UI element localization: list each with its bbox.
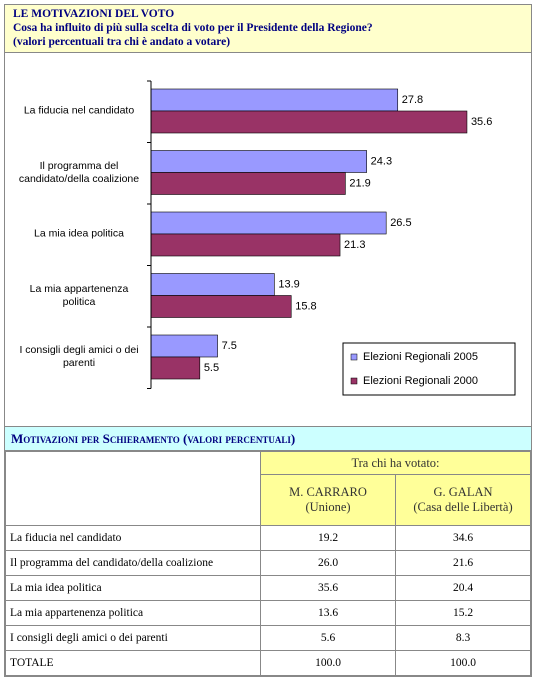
value-cell: 13.6 [260,600,396,626]
value-cell: 100.0 [260,650,396,676]
group-header: Tra chi ha votato: [260,451,531,475]
table: Tra chi ha votato: M. CARRARO (Unione) G.… [5,451,531,676]
table-row: TOTALE 100.0 100.0 [5,650,531,676]
table-title: Motivazioni per Schieramento (valori per… [5,426,531,451]
value-label: 26.5 [390,217,411,229]
legend-swatch [350,353,358,361]
bar [150,233,341,257]
label-cell: La mia idea politica [5,575,261,601]
table-row: La fiducia nel candidato 19.2 34.6 [5,525,531,551]
question: Cosa ha influito di più sulla scelta di … [13,22,373,34]
bar [150,211,387,235]
column-header: M. CARRARO (Unione) [260,474,396,526]
value-cell: 8.3 [395,625,531,651]
value-cell: 35.6 [260,575,396,601]
value-label: 15.8 [295,300,316,312]
label-cell: Il programma del candidato/della coalizi… [5,550,261,576]
bar [150,295,292,318]
value-label: 5.5 [204,362,219,374]
chart: 27.8 35.6 24.3 21.9 26.5 21.3 13.9 15.8 7.5 5.5 El… [5,53,531,426]
label-cell: TOTALE [5,650,261,676]
label-cell: I consigli degli amici o dei parenti [5,625,261,651]
bar [150,273,275,296]
category-label: I consigli degli amici o dei parenti [19,344,139,369]
value-label: 21.3 [344,239,365,251]
value-cell: 34.6 [395,525,531,551]
value-label: 27.8 [402,94,423,106]
column-name: M. CARRARO [289,485,367,499]
value-cell: 100.0 [395,650,531,676]
frame: LE MOTIVAZIONI DEL VOTO Cosa ha influito… [4,4,532,677]
chart-svg: 27.8 35.6 24.321.9 26.5 21.3 13.9 15.8 7.55.5 El… [147,80,516,396]
label-cell: La fiducia nel candidato [5,525,261,551]
column-name: G. GALAN [433,485,493,499]
value-cell: 26.0 [260,550,396,576]
value-label: 21.9 [349,177,370,189]
column-header: G. GALAN (Casa delle Libertà) [395,474,531,526]
blank-cell [5,451,261,526]
value-cell: 19.2 [260,525,396,551]
header: LE MOTIVAZIONI DEL VOTO Cosa ha influito… [5,5,531,53]
bar [150,110,468,134]
legend-label: Elezioni Regionali 2000 [363,375,478,387]
header-row: Tra chi ha votato: [5,451,531,526]
bar [150,334,218,358]
bar [150,356,201,380]
value-cell: 20.4 [395,575,531,601]
category-label: La mia idea politica [34,227,124,240]
value-label: 7.5 [222,340,237,352]
title: LE MOTIVAZIONI DEL VOTO [13,8,175,20]
header-row: M. CARRARO (Unione) G. GALAN (Casa delle L… [6,474,531,526]
table-row: La mia idea politica 35.6 20.4 [5,575,531,601]
label-cell: La mia appartenenza politica [5,600,261,626]
category-label: La mia appartenenza politica [29,282,129,308]
value-label: 13.9 [278,278,299,290]
bar [150,172,346,195]
column-party: (Casa delle Libertà) [413,500,513,514]
table-row: Il programma del candidato/della coalizi… [5,550,531,576]
table-row: I consigli degli amici o dei parenti 5.6 8… [5,625,531,651]
bar [150,88,399,112]
category-label: Il programma del candidato/della coalizi… [18,159,140,185]
value-label: 24.3 [371,155,392,167]
column-party: (Unione) [305,500,351,514]
category-label: La fiducia nel candidato [23,104,135,117]
value-cell: 21.6 [395,550,531,576]
legend-box [342,342,516,396]
table-row: La mia appartenenza politica 13.6 15.2 [5,600,531,626]
value-cell: 15.2 [395,600,531,626]
bar [150,150,367,173]
value-cell: 5.6 [260,625,396,651]
note: (valori percentuali tra chi è andato a v… [13,36,231,48]
legend-label: Elezioni Regionali 2005 [363,351,478,363]
value-label: 35.6 [471,116,492,128]
legend-swatch [350,377,358,385]
